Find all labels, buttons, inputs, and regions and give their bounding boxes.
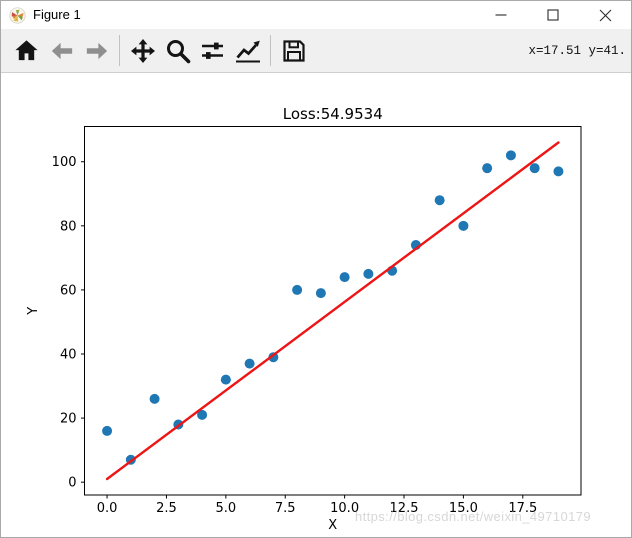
scatter-point [149,393,160,404]
x-tick-label: 10.0 [330,501,359,516]
magnifier-icon [166,39,190,63]
x-tick-label: 5.0 [216,501,237,516]
scatter-point [220,374,231,385]
y-tick-label: 100 [52,155,77,170]
scatter-point [553,166,564,177]
back-button[interactable] [45,32,78,69]
matplotlib-logo-icon[interactable] [9,6,26,24]
save-floppy-icon [282,39,305,62]
edit-plot-button[interactable] [231,32,264,69]
y-tick-label: 60 [60,283,77,298]
x-tick-label: 2.5 [156,501,177,516]
y-tick-label: 80 [60,219,77,234]
scatter-point [529,163,540,174]
x-tick-label: 0.0 [97,501,118,516]
y-axis-label: Y [26,307,41,316]
window-title: Figure 1 [33,7,81,22]
x-tick-label: 15.0 [449,501,478,516]
forward-arrow-icon [86,42,107,59]
chart-canvas[interactable]: 0.0 2.5 5.0 7.5 10.0 12.5 15.0 17.5 0 20 40 60 80 100… [1,73,631,537]
scatter-point [339,272,350,283]
zoom-button[interactable] [161,32,194,69]
axes-frame [84,126,582,496]
cursor-position-readout: x=17.51 y=41. [528,43,626,58]
close-button[interactable] [579,1,631,29]
save-button[interactable] [277,32,310,69]
x-tick-label: 12.5 [390,501,419,516]
x-tick-label: 17.5 [508,501,537,516]
chart-title: Loss:54.9534 [283,105,383,123]
title-bar[interactable]: Figure 1 [1,1,631,29]
minimize-icon [495,14,507,16]
watermark: https://blog.csdn.net/weixin_49710179 [355,509,591,524]
toolbar-separator [119,35,120,66]
maximize-icon [547,9,559,21]
home-button[interactable] [10,32,43,69]
sliders-icon [202,42,223,59]
x-axis-label: X [328,518,337,533]
matplotlib-toolbar: x=17.51 y=41. [1,29,631,73]
window-controls [475,1,631,29]
toolbar-separator [270,35,271,66]
minimize-button[interactable] [475,1,527,29]
close-icon [599,9,611,21]
back-arrow-icon [51,42,72,59]
scatter-point [482,163,493,174]
scatter-point [363,268,374,279]
x-tick-label: 7.5 [275,501,296,516]
scatter-point [102,425,113,436]
scatter-point [434,195,445,206]
scatter-point [197,409,208,420]
trend-chart-icon [235,40,260,62]
scatter-point [244,358,255,369]
scatter-point [505,150,516,161]
scatter-point [315,288,326,299]
pan-icon [130,38,155,63]
configure-subplots-button[interactable] [196,32,229,69]
scatter-point [458,220,469,231]
y-tick-label: 0 [68,476,76,491]
scatter-point [292,284,303,295]
maximize-button[interactable] [527,1,579,29]
home-icon [15,40,38,61]
pan-button[interactable] [126,32,159,69]
y-tick-label: 40 [60,348,77,363]
figure-canvas[interactable]: 0.0 2.5 5.0 7.5 10.0 12.5 15.0 17.5 0 20 40 60 80 100… [1,73,631,537]
forward-button[interactable] [80,32,113,69]
scatter-point [268,352,279,363]
fit-line [105,141,560,481]
y-tick-label: 20 [60,412,77,427]
